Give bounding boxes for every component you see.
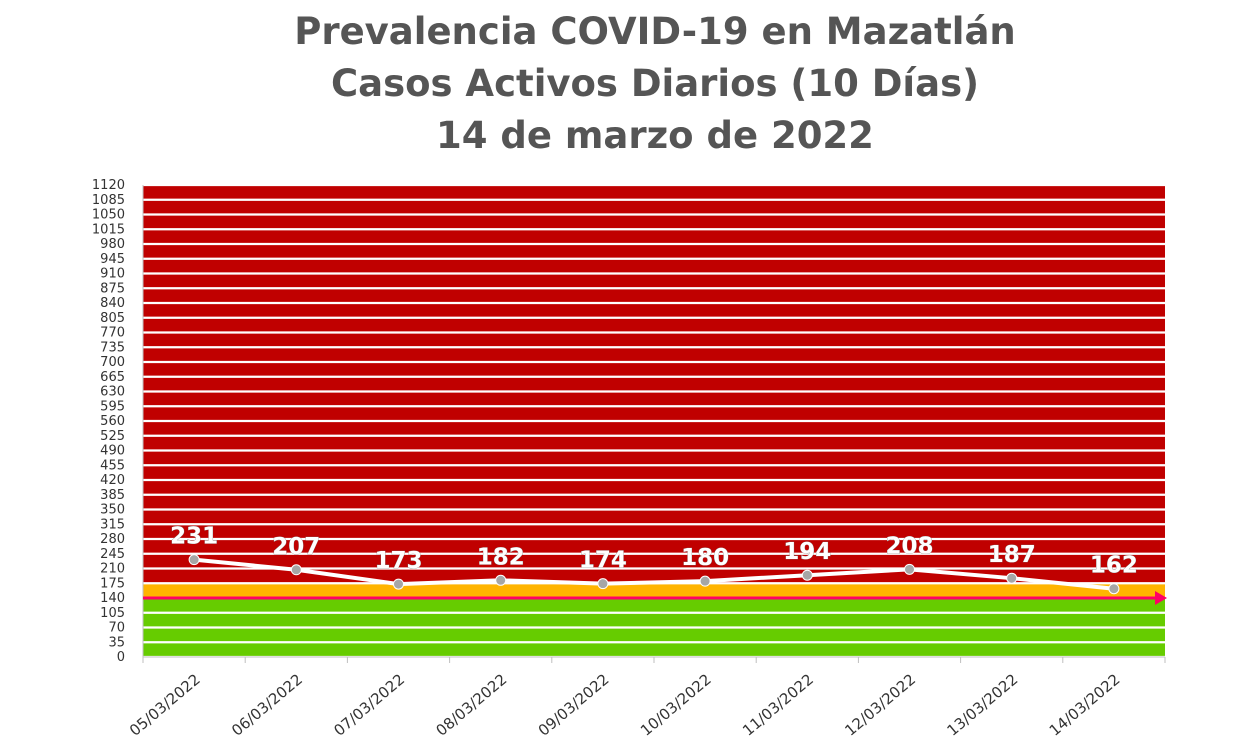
y-tick-label-10: 350	[100, 503, 125, 518]
y-tick-label-30: 1050	[92, 208, 125, 223]
x-tick-label-0: 05/03/2022	[126, 670, 204, 739]
data-point-0	[188, 554, 200, 566]
y-tick-label-13: 455	[100, 458, 125, 473]
y-tick-label-18: 630	[100, 385, 125, 400]
y-tick-label-11: 385	[100, 488, 125, 503]
data-point-9	[1108, 583, 1120, 595]
x-axis-ticks: 05/03/2022 06/03/2022 07/03/2022 08/03/2022…	[126, 670, 1124, 739]
y-tick-label-5: 175	[100, 576, 125, 591]
y-tick-label-8: 280	[100, 532, 125, 547]
x-tick-label-3: 08/03/2022	[433, 670, 511, 739]
y-tick-label-20: 700	[100, 355, 125, 370]
y-tick-label-3: 105	[100, 606, 125, 621]
y-tick-label-23: 805	[100, 311, 125, 326]
y-tick-label-19: 665	[100, 370, 125, 385]
data-labels: 231 207 173 182 174 180 194 208 187 162	[170, 523, 1138, 579]
title-line-2: Casos Activos Diarios (10 Días)	[330, 62, 980, 105]
chart-title: Prevalencia COVID-19 en Mazatlán Casos A…	[0, 6, 1246, 162]
y-tick-label-7: 245	[100, 547, 125, 562]
data-label-3: 182	[477, 544, 525, 570]
zone-band-2	[143, 185, 1165, 584]
y-tick-label-26: 910	[100, 267, 125, 282]
y-tick-label-16: 560	[100, 414, 125, 429]
data-point-2	[393, 578, 404, 590]
data-label-8: 187	[988, 542, 1036, 568]
y-tick-label-9: 315	[100, 517, 125, 532]
data-point-5	[699, 575, 711, 587]
data-label-7: 208	[885, 533, 933, 559]
data-label-6: 194	[783, 539, 831, 565]
data-label-9: 162	[1090, 553, 1138, 579]
threshold-arrowhead	[1155, 591, 1167, 605]
data-point-4	[597, 578, 609, 590]
y-tick-label-25: 875	[100, 281, 125, 296]
zone-band-1	[143, 583, 1165, 598]
y-tick-label-32: 1120	[92, 178, 125, 193]
data-point-7	[904, 563, 915, 575]
data-label-1: 207	[272, 534, 320, 560]
series-line-0	[193, 557, 1115, 591]
x-tick-label-7: 12/03/2022	[841, 670, 919, 739]
data-point-8	[1006, 572, 1018, 584]
axes	[142, 185, 1166, 663]
y-tick-label-24: 840	[100, 296, 125, 311]
y-tick-label-27: 945	[100, 252, 125, 267]
y-tick-label-1: 35	[108, 635, 125, 650]
y-tick-label-22: 770	[100, 326, 125, 341]
data-point-1	[290, 564, 302, 576]
y-tick-label-0: 0	[117, 650, 125, 665]
y-tick-label-15: 525	[100, 429, 125, 444]
y-tick-label-6: 210	[100, 562, 125, 577]
title-line-3: 14 de marzo de 2022	[436, 114, 874, 157]
y-tick-label-17: 595	[100, 399, 125, 414]
y-tick-label-12: 420	[100, 473, 125, 488]
series-line	[188, 554, 1120, 595]
x-tick-label-6: 11/03/2022	[739, 670, 817, 739]
threshold-line	[143, 591, 1167, 605]
y-tick-label-14: 490	[100, 444, 125, 459]
data-label-5: 180	[681, 545, 729, 571]
x-tick-label-8: 13/03/2022	[944, 670, 1022, 739]
x-tick-label-1: 06/03/2022	[228, 670, 306, 739]
title-line-1: Prevalencia COVID-19 en Mazatlán	[294, 10, 1016, 53]
x-tick-label-2: 07/03/2022	[330, 670, 408, 739]
data-point-3	[495, 574, 507, 586]
data-label-2: 173	[374, 548, 422, 574]
y-tick-label-29: 1015	[92, 222, 125, 237]
x-tick-label-4: 09/03/2022	[535, 670, 613, 739]
y-tick-label-28: 980	[100, 237, 125, 252]
data-label-0: 231	[170, 524, 218, 550]
y-tick-label-21: 735	[100, 340, 125, 355]
x-tick-label-9: 14/03/2022	[1046, 670, 1124, 739]
data-point-6	[801, 569, 813, 581]
y-tick-label-31: 1085	[92, 193, 125, 208]
y-tick-label-2: 70	[108, 621, 125, 636]
y-axis-ticks: 0357010514017521024528031535038542045549…	[92, 178, 125, 665]
y-tick-label-4: 140	[100, 591, 125, 606]
data-label-4: 174	[579, 548, 627, 574]
x-tick-label-5: 10/03/2022	[637, 670, 715, 739]
